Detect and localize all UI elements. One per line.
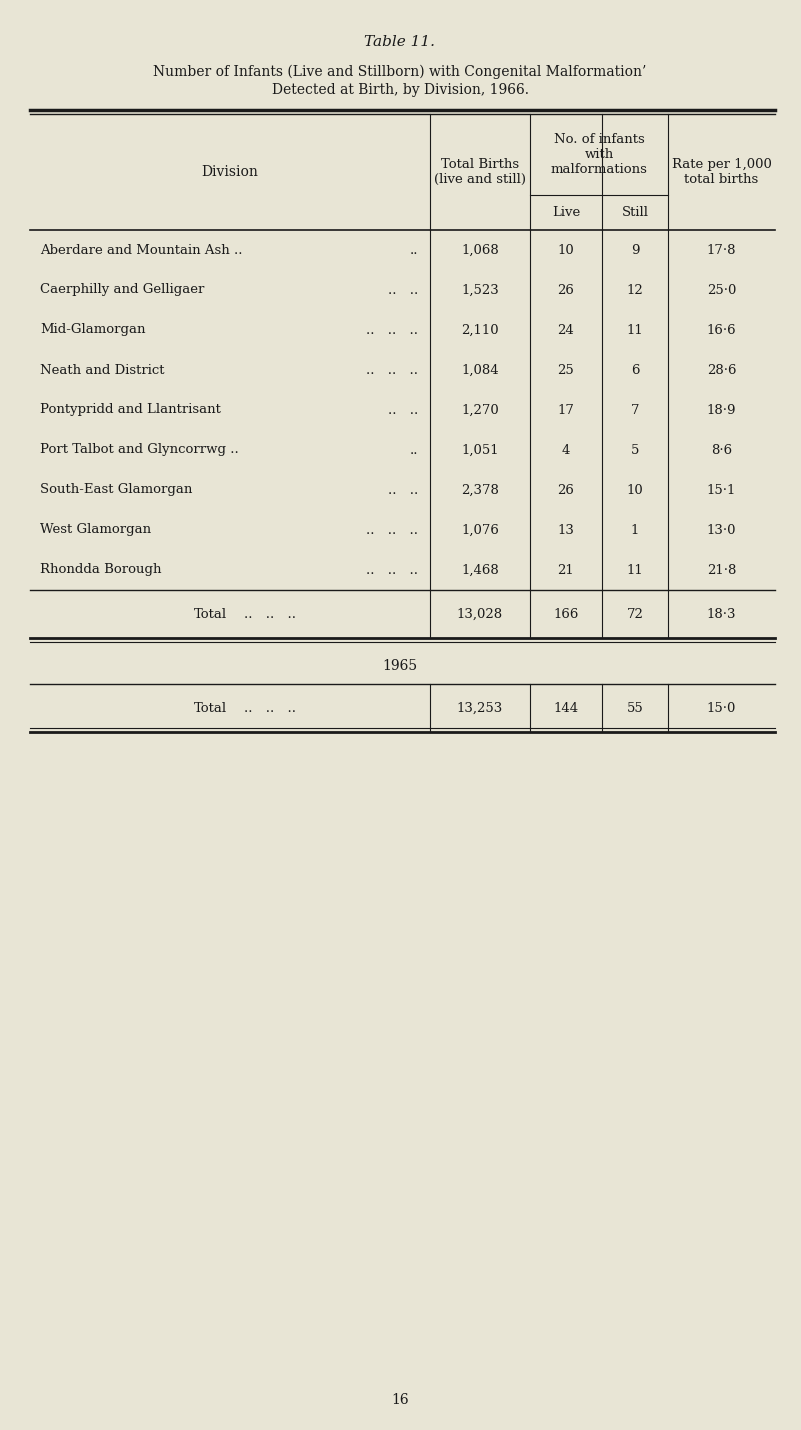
Text: Port Talbot and Glyncorrwg ..: Port Talbot and Glyncorrwg .. <box>40 443 239 456</box>
Text: .. .. ..: .. .. .. <box>244 608 296 621</box>
Text: 8·6: 8·6 <box>711 443 732 456</box>
Text: .. .. ..: .. .. .. <box>366 523 418 536</box>
Text: 1,051: 1,051 <box>461 443 499 456</box>
Text: Still: Still <box>622 206 649 219</box>
Text: .. ..: .. .. <box>388 483 418 496</box>
Text: Live: Live <box>552 206 580 219</box>
Text: 15·0: 15·0 <box>706 702 736 715</box>
Text: 21·8: 21·8 <box>706 563 736 576</box>
Text: 5: 5 <box>631 443 639 456</box>
Text: ..: .. <box>409 243 418 256</box>
Text: 1: 1 <box>631 523 639 536</box>
Text: Total Births
(live and still): Total Births (live and still) <box>434 157 526 186</box>
Text: 6: 6 <box>630 363 639 376</box>
Text: Total: Total <box>193 702 227 715</box>
Text: 25: 25 <box>557 363 574 376</box>
Text: 144: 144 <box>553 702 578 715</box>
Text: 2,378: 2,378 <box>461 483 499 496</box>
Text: .. .. ..: .. .. .. <box>244 702 296 715</box>
Text: 11: 11 <box>626 323 643 336</box>
Text: 166: 166 <box>553 608 578 621</box>
Text: South-East Glamorgan: South-East Glamorgan <box>40 483 192 496</box>
Text: 10: 10 <box>626 483 643 496</box>
Text: 1,468: 1,468 <box>461 563 499 576</box>
Text: .. .. ..: .. .. .. <box>366 363 418 376</box>
Text: 1,523: 1,523 <box>461 283 499 296</box>
Text: Table 11.: Table 11. <box>364 34 436 49</box>
Text: .. ..: .. .. <box>388 283 418 296</box>
Text: .. ..: .. .. <box>388 403 418 416</box>
Text: 9: 9 <box>630 243 639 256</box>
Text: 72: 72 <box>626 608 643 621</box>
Text: 28·6: 28·6 <box>706 363 736 376</box>
Text: 25·0: 25·0 <box>706 283 736 296</box>
Text: Caerphilly and Gelligaer: Caerphilly and Gelligaer <box>40 283 204 296</box>
Text: 12: 12 <box>626 283 643 296</box>
Text: 26: 26 <box>557 283 574 296</box>
Text: Pontypridd and Llantrisant: Pontypridd and Llantrisant <box>40 403 221 416</box>
Text: Aberdare and Mountain Ash ..: Aberdare and Mountain Ash .. <box>40 243 243 256</box>
Text: 13·0: 13·0 <box>706 523 736 536</box>
Text: Detected at Birth, by Division, 1966.: Detected at Birth, by Division, 1966. <box>272 83 529 97</box>
Text: 1,068: 1,068 <box>461 243 499 256</box>
Text: 13,253: 13,253 <box>457 702 503 715</box>
Text: 13: 13 <box>557 523 574 536</box>
Text: 1,270: 1,270 <box>461 403 499 416</box>
Text: Rhondda Borough: Rhondda Borough <box>40 563 162 576</box>
Text: 2,110: 2,110 <box>461 323 499 336</box>
Text: Number of Infants (Live and Stillborn) with Congenital Malformation’: Number of Infants (Live and Stillborn) w… <box>153 64 646 79</box>
Text: 17·8: 17·8 <box>706 243 736 256</box>
Text: 7: 7 <box>630 403 639 416</box>
Text: 1,084: 1,084 <box>461 363 499 376</box>
Text: .. .. ..: .. .. .. <box>366 563 418 576</box>
Text: West Glamorgan: West Glamorgan <box>40 523 151 536</box>
Text: 1965: 1965 <box>382 659 417 674</box>
Text: Mid-Glamorgan: Mid-Glamorgan <box>40 323 146 336</box>
Text: 26: 26 <box>557 483 574 496</box>
Text: 15·1: 15·1 <box>706 483 736 496</box>
Text: 21: 21 <box>557 563 574 576</box>
Text: 16·6: 16·6 <box>706 323 736 336</box>
Text: Rate per 1,000
total births: Rate per 1,000 total births <box>671 157 771 186</box>
Text: .. .. ..: .. .. .. <box>366 323 418 336</box>
Text: 1,076: 1,076 <box>461 523 499 536</box>
Text: 10: 10 <box>557 243 574 256</box>
Text: 18·9: 18·9 <box>706 403 736 416</box>
Text: 4: 4 <box>562 443 570 456</box>
Text: 16: 16 <box>391 1393 409 1407</box>
Text: 17: 17 <box>557 403 574 416</box>
Text: 11: 11 <box>626 563 643 576</box>
Text: ..: .. <box>409 443 418 456</box>
Text: Division: Division <box>202 164 259 179</box>
Text: Neath and District: Neath and District <box>40 363 164 376</box>
Text: Total: Total <box>193 608 227 621</box>
Text: 55: 55 <box>626 702 643 715</box>
Text: 18·3: 18·3 <box>706 608 736 621</box>
Text: 24: 24 <box>557 323 574 336</box>
Text: 13,028: 13,028 <box>457 608 503 621</box>
Text: No. of infants
with
malformations: No. of infants with malformations <box>550 133 647 176</box>
